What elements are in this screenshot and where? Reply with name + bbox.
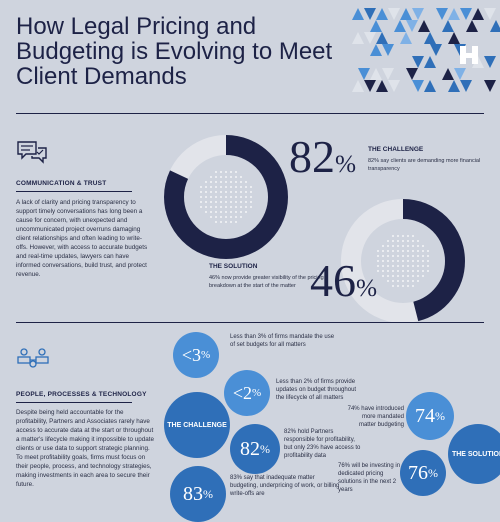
mosaic-triangle	[484, 8, 496, 20]
page-title: How Legal Pricing and Budgeting is Evolv…	[16, 13, 333, 90]
mosaic-triangle	[382, 68, 394, 80]
mosaic-triangle	[352, 80, 364, 92]
challenge-percentage: 82%	[289, 131, 357, 182]
mosaic-triangle	[364, 80, 376, 92]
mosaic-triangle	[376, 8, 388, 20]
solution-text: 46% now provide greater visibility of th…	[209, 275, 324, 289]
solution-label: THE SOLUTION	[209, 263, 258, 270]
challenge-bubble: THE CHALLENGE	[164, 392, 230, 458]
mosaic-triangle	[388, 80, 400, 92]
stat-bubble-4: 83%	[170, 466, 226, 522]
donut-fill	[164, 135, 288, 259]
solution-bubble: THE SOLUTION	[448, 424, 500, 484]
mosaic-triangle	[490, 20, 500, 32]
stat-text-3: 82% hold Partners responsible for profit…	[284, 429, 361, 459]
section-heading-communication: COMMUNICATION & TRUST	[16, 180, 107, 187]
mosaic-triangle	[424, 32, 436, 44]
people-network-icon	[17, 348, 49, 368]
mosaic-triangle	[388, 8, 400, 20]
mosaic-triangle	[460, 80, 472, 92]
mosaic-triangle	[352, 32, 364, 44]
mosaic-triangle	[418, 20, 430, 32]
stat-text-6: 76% will be investing in dedicated prici…	[338, 463, 401, 493]
section-body-communication: A lack of clarity and pricing transparen…	[16, 199, 148, 278]
stat-bubble-6: 76%	[400, 450, 446, 496]
divider-top	[16, 113, 484, 114]
mosaic-triangle	[412, 80, 424, 92]
mosaic-triangle	[448, 80, 460, 92]
stat-text-4: 83% say that inadequate matter budgeting…	[230, 475, 340, 497]
mosaic-triangle	[364, 8, 376, 20]
mosaic-triangle	[448, 32, 460, 44]
donut-dot-pattern	[377, 235, 429, 287]
mosaic-triangle	[412, 8, 424, 20]
mosaic-triangle	[352, 8, 364, 20]
stat-bubble-3: 82%	[230, 424, 280, 474]
mosaic-triangle	[370, 44, 382, 56]
mosaic-triangle	[412, 56, 424, 68]
donut-chart-solution	[341, 199, 465, 323]
section-underline	[16, 191, 132, 192]
mosaic-triangle	[400, 32, 412, 44]
mosaic-triangle	[466, 20, 478, 32]
challenge-label: THE CHALLENGE	[368, 146, 424, 153]
mosaic-triangle	[484, 80, 496, 92]
brand-logo-mosaic	[352, 8, 500, 92]
stat-bubble-1: <3%	[173, 332, 219, 378]
donut-dot-pattern	[200, 171, 252, 223]
solution-percentage: 46%	[310, 255, 378, 306]
mosaic-triangle	[406, 68, 418, 80]
chat-bubbles-icon	[17, 141, 47, 164]
stat-bubble-5: 74%	[406, 392, 454, 440]
stat-text-1: Less than 3% of firms mandate the use of…	[230, 334, 335, 348]
section-heading-people: PEOPLE, PROCESSES & TECHNOLOGY	[16, 391, 147, 398]
mosaic-triangle	[430, 44, 442, 56]
mosaic-triangle	[358, 68, 370, 80]
stat-text-2: Less than 2% of firms provide updates on…	[276, 379, 357, 401]
mosaic-triangle	[448, 8, 460, 20]
donut-fill	[341, 199, 465, 323]
section-underline	[16, 402, 132, 403]
mosaic-triangle	[382, 44, 394, 56]
mosaic-triangle	[436, 8, 448, 20]
mosaic-triangle	[376, 32, 388, 44]
divider-middle	[16, 322, 484, 323]
mosaic-triangle	[376, 80, 388, 92]
mosaic-triangle	[400, 8, 412, 20]
mosaic-triangle	[460, 8, 472, 20]
mosaic-triangle	[484, 56, 496, 68]
mosaic-triangle	[370, 20, 382, 32]
mosaic-triangle	[442, 20, 454, 32]
mosaic-triangle	[472, 8, 484, 20]
section-body-people: Despite being held accountable for the p…	[16, 409, 155, 488]
mosaic-triangle	[406, 20, 418, 32]
mosaic-triangle	[394, 20, 406, 32]
mosaic-triangle	[454, 68, 466, 80]
mosaic-triangle	[364, 32, 376, 44]
stat-bubble-2: <2%	[224, 370, 270, 416]
mosaic-triangle	[424, 56, 436, 68]
challenge-text: 82% say clients are demanding more finan…	[368, 158, 481, 172]
mosaic-triangle	[424, 80, 436, 92]
stat-text-5: 74% have introduced more mandated matter…	[347, 406, 404, 428]
donut-chart-challenge	[164, 135, 288, 259]
mosaic-triangle	[370, 68, 382, 80]
h-logo-icon	[460, 46, 478, 64]
mosaic-triangle	[442, 68, 454, 80]
